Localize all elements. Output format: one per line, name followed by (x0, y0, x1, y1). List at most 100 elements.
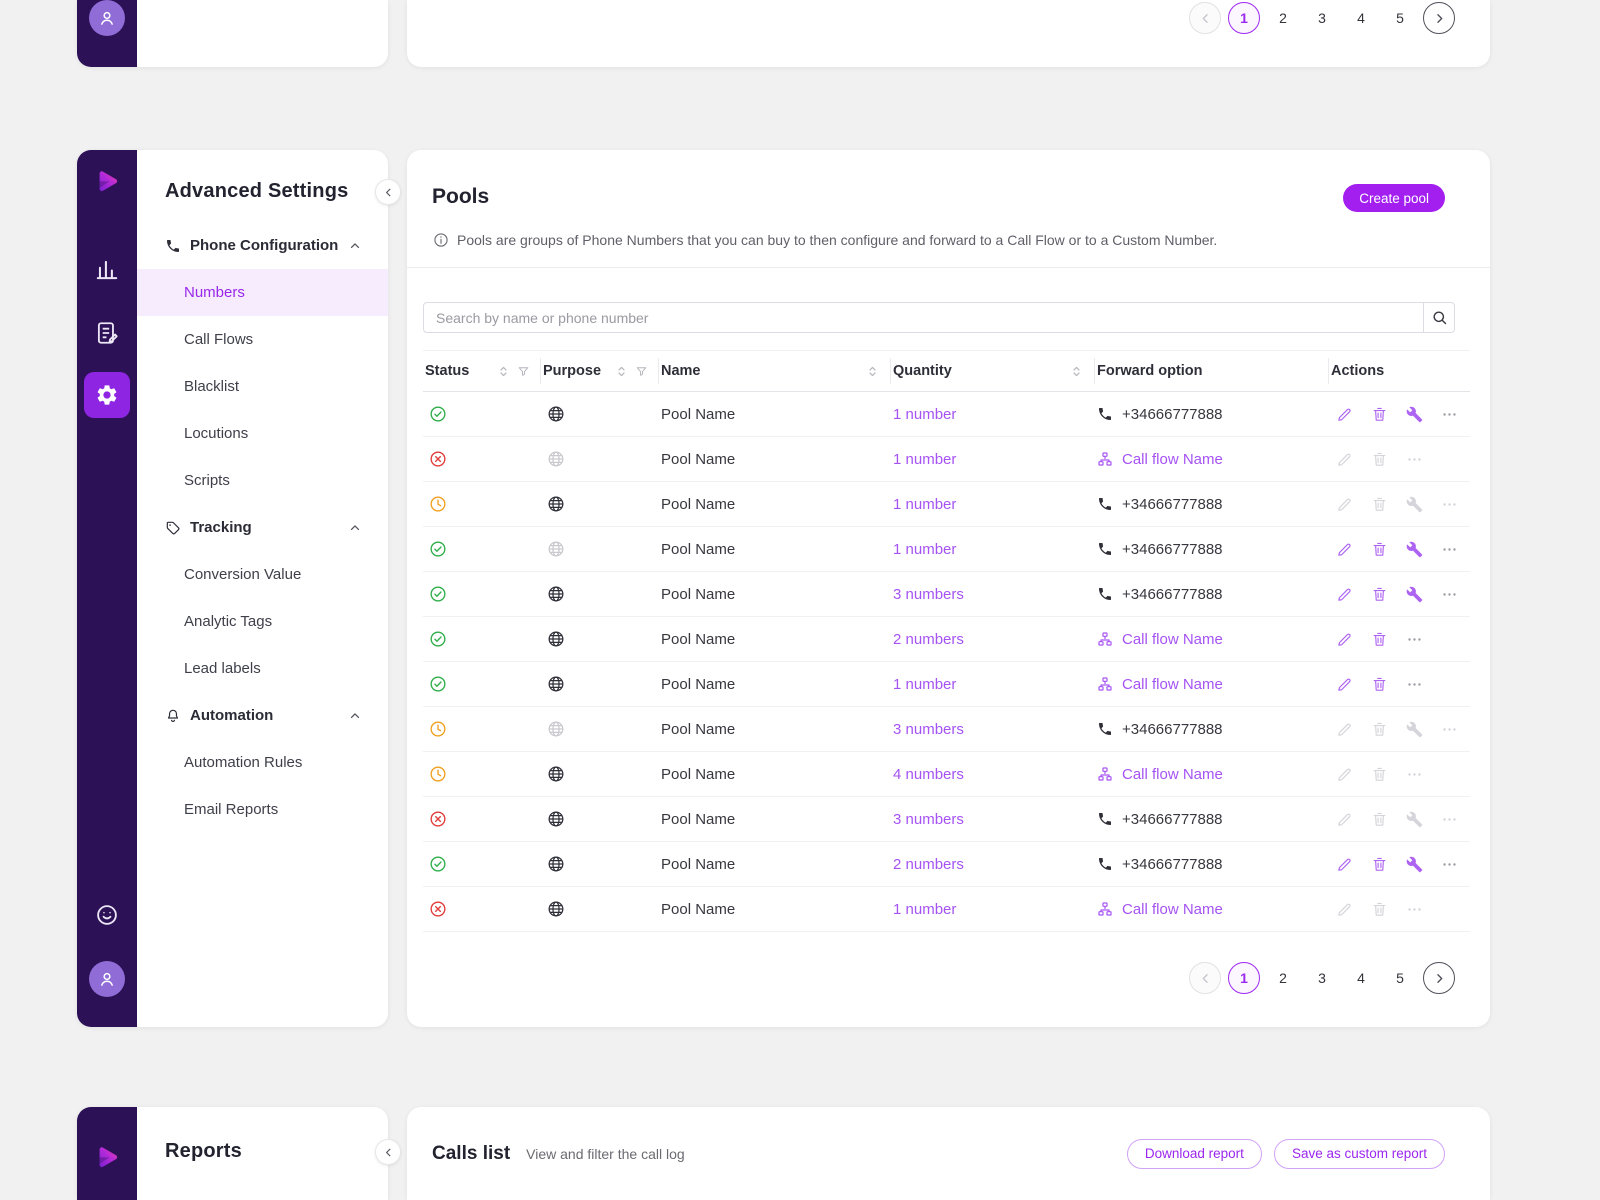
bar-chart-icon[interactable] (94, 257, 120, 283)
sidebar-item-locutions[interactable]: Locutions (137, 410, 388, 457)
pagination-next-button[interactable] (1423, 2, 1455, 34)
quantity-link[interactable]: 3 numbers (893, 586, 964, 603)
collapse-sidebar-button[interactable] (375, 179, 401, 205)
delete-button[interactable] (1366, 401, 1392, 427)
create-pool-button[interactable]: Create pool (1343, 184, 1445, 212)
forward-callflow-link[interactable]: Call flow Name (1097, 901, 1223, 918)
column-header-purpose: Purpose (541, 358, 659, 384)
pagination-page-2[interactable]: 2 (1267, 962, 1299, 994)
filter-icon[interactable] (635, 365, 648, 378)
sort-icon[interactable] (865, 364, 880, 379)
collapse-sidebar-button[interactable] (375, 1139, 401, 1165)
more-button[interactable] (1401, 626, 1427, 652)
configure-button[interactable] (1401, 401, 1427, 427)
phone-icon (1097, 586, 1113, 602)
more-button[interactable] (1436, 536, 1462, 562)
forward-callflow-link[interactable]: Call flow Name (1097, 676, 1223, 693)
edit-button[interactable] (1331, 581, 1357, 607)
pencil-icon (1336, 811, 1353, 828)
sidebar-item-analytic-tags[interactable]: Analytic Tags (137, 598, 388, 645)
trash-icon (1371, 586, 1388, 603)
sidebar-item-conversion-value[interactable]: Conversion Value (137, 551, 388, 598)
edit-button[interactable] (1331, 401, 1357, 427)
app-logo (90, 1143, 124, 1177)
pagination-page-4[interactable]: 4 (1345, 962, 1377, 994)
delete-button[interactable] (1366, 671, 1392, 697)
sidebar-item-lead-labels[interactable]: Lead labels (137, 645, 388, 692)
settings-nav-active[interactable] (84, 372, 130, 418)
download-report-button[interactable]: Download report (1127, 1139, 1262, 1169)
more-button[interactable] (1436, 401, 1462, 427)
edit-button[interactable] (1331, 851, 1357, 877)
pagination-prev-button (1189, 962, 1221, 994)
quantity-link[interactable]: 3 numbers (893, 721, 964, 738)
sort-icon[interactable] (614, 364, 629, 379)
quantity-link[interactable]: 2 numbers (893, 856, 964, 873)
quantity-link[interactable]: 1 number (893, 496, 956, 513)
pagination-page-3[interactable]: 3 (1306, 962, 1338, 994)
chat-icon[interactable] (94, 902, 120, 928)
sort-icon[interactable] (496, 364, 511, 379)
quantity-link[interactable]: 1 number (893, 451, 956, 468)
quantity-link[interactable]: 4 numbers (893, 766, 964, 783)
more-button[interactable] (1401, 671, 1427, 697)
phone-icon (1097, 811, 1113, 827)
pool-name: Pool Name (659, 901, 891, 918)
user-avatar[interactable] (89, 0, 125, 36)
quantity-link[interactable]: 1 number (893, 676, 956, 693)
phone-icon (165, 238, 181, 254)
delete-button[interactable] (1366, 581, 1392, 607)
quantity-link[interactable]: 1 number (893, 541, 956, 558)
delete-button[interactable] (1366, 626, 1392, 652)
pagination-page-1[interactable]: 1 (1228, 2, 1260, 34)
user-avatar[interactable] (89, 961, 125, 997)
forward-callflow-link[interactable]: Call flow Name (1097, 631, 1223, 648)
sidebar-item-automation-rules[interactable]: Automation Rules (137, 739, 388, 786)
edit-button (1331, 806, 1357, 832)
sidebar-item-call-flows[interactable]: Call Flows (137, 316, 388, 363)
quantity-link[interactable]: 2 numbers (893, 631, 964, 648)
pagination-next-button[interactable] (1423, 962, 1455, 994)
sidebar-item-blacklist[interactable]: Blacklist (137, 363, 388, 410)
pagination-page-5[interactable]: 5 (1384, 2, 1416, 34)
pagination-page-4[interactable]: 4 (1345, 2, 1377, 34)
sidebar-item-email-reports[interactable]: Email Reports (137, 786, 388, 833)
more-button (1401, 446, 1427, 472)
nav-group-automation[interactable]: Automation (137, 692, 388, 739)
column-header-actions: Actions (1329, 358, 1470, 384)
sidebar-item-numbers[interactable]: Numbers (137, 269, 388, 316)
report-icon[interactable] (94, 320, 120, 346)
nav-group-tracking[interactable]: Tracking (137, 504, 388, 551)
pagination-page-1[interactable]: 1 (1228, 962, 1260, 994)
search-button[interactable] (1423, 302, 1455, 333)
trash-icon (1371, 901, 1388, 918)
quantity-link[interactable]: 3 numbers (893, 811, 964, 828)
call-flow-icon (1097, 676, 1113, 692)
delete-button[interactable] (1366, 536, 1392, 562)
app-logo (90, 167, 124, 201)
quantity-link[interactable]: 1 number (893, 406, 956, 423)
globe-icon (547, 720, 565, 738)
forward-number: +34666777888 (1122, 856, 1223, 873)
edit-button[interactable] (1331, 536, 1357, 562)
save-custom-report-button[interactable]: Save as custom report (1274, 1139, 1445, 1169)
filter-icon[interactable] (517, 365, 530, 378)
sort-icon[interactable] (1069, 364, 1084, 379)
pagination-page-2[interactable]: 2 (1267, 2, 1299, 34)
configure-button[interactable] (1401, 581, 1427, 607)
edit-button[interactable] (1331, 626, 1357, 652)
edit-button[interactable] (1331, 671, 1357, 697)
search-input[interactable] (423, 302, 1423, 333)
more-button[interactable] (1436, 851, 1462, 877)
nav-group-phone-configuration[interactable]: Phone Configuration (137, 222, 388, 269)
sidebar-item-scripts[interactable]: Scripts (137, 457, 388, 504)
forward-callflow-link[interactable]: Call flow Name (1097, 451, 1223, 468)
delete-button[interactable] (1366, 851, 1392, 877)
pagination-page-5[interactable]: 5 (1384, 962, 1416, 994)
more-button[interactable] (1436, 581, 1462, 607)
configure-button[interactable] (1401, 851, 1427, 877)
configure-button[interactable] (1401, 536, 1427, 562)
quantity-link[interactable]: 1 number (893, 901, 956, 918)
forward-callflow-link[interactable]: Call flow Name (1097, 766, 1223, 783)
pagination-page-3[interactable]: 3 (1306, 2, 1338, 34)
